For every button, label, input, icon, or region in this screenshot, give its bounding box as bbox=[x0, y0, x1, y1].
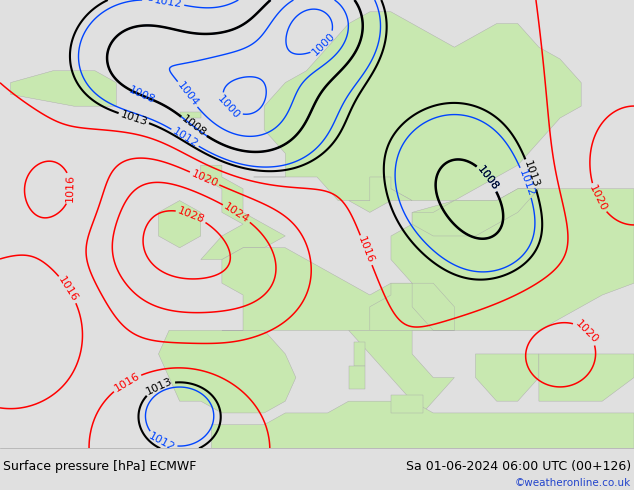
Polygon shape bbox=[391, 395, 423, 413]
Text: 1008: 1008 bbox=[179, 114, 208, 139]
Text: 1012: 1012 bbox=[154, 0, 183, 9]
Text: 1028: 1028 bbox=[176, 205, 206, 225]
Text: 1013: 1013 bbox=[119, 109, 149, 127]
Text: 1012: 1012 bbox=[171, 126, 200, 149]
Text: 1012: 1012 bbox=[147, 431, 177, 453]
Polygon shape bbox=[158, 200, 201, 248]
Polygon shape bbox=[222, 248, 455, 330]
Text: 1000: 1000 bbox=[216, 93, 242, 121]
Text: ©weatheronline.co.uk: ©weatheronline.co.uk bbox=[515, 478, 631, 488]
Polygon shape bbox=[412, 189, 539, 236]
Polygon shape bbox=[179, 112, 201, 118]
Text: 1024: 1024 bbox=[222, 201, 251, 225]
Text: 1012: 1012 bbox=[517, 168, 536, 197]
Text: 1020: 1020 bbox=[587, 183, 609, 213]
Text: 1008: 1008 bbox=[476, 164, 500, 192]
Polygon shape bbox=[349, 366, 365, 390]
Polygon shape bbox=[476, 354, 539, 401]
Text: Surface pressure [hPa] ECMWF: Surface pressure [hPa] ECMWF bbox=[3, 460, 197, 473]
Text: 1013: 1013 bbox=[145, 376, 174, 397]
Polygon shape bbox=[539, 354, 634, 401]
Polygon shape bbox=[211, 401, 634, 448]
Polygon shape bbox=[254, 12, 581, 200]
Polygon shape bbox=[349, 177, 412, 212]
Text: 1020: 1020 bbox=[190, 168, 219, 189]
Text: 1004: 1004 bbox=[175, 80, 200, 108]
Polygon shape bbox=[158, 330, 296, 413]
Text: 1016: 1016 bbox=[112, 371, 141, 394]
Text: Sa 01-06-2024 06:00 UTC (00+126): Sa 01-06-2024 06:00 UTC (00+126) bbox=[406, 460, 631, 473]
Text: 1000: 1000 bbox=[311, 31, 338, 58]
Text: 1008: 1008 bbox=[127, 85, 157, 105]
Polygon shape bbox=[201, 165, 285, 260]
Polygon shape bbox=[354, 342, 365, 366]
Polygon shape bbox=[370, 189, 634, 330]
Polygon shape bbox=[349, 330, 455, 413]
Text: 1013: 1013 bbox=[522, 159, 540, 189]
Text: 1008: 1008 bbox=[476, 164, 500, 192]
Text: 1016: 1016 bbox=[356, 235, 376, 265]
Polygon shape bbox=[11, 71, 116, 106]
Text: 1016: 1016 bbox=[56, 274, 80, 304]
Text: 1020: 1020 bbox=[573, 318, 600, 345]
Text: 1016: 1016 bbox=[65, 174, 76, 202]
